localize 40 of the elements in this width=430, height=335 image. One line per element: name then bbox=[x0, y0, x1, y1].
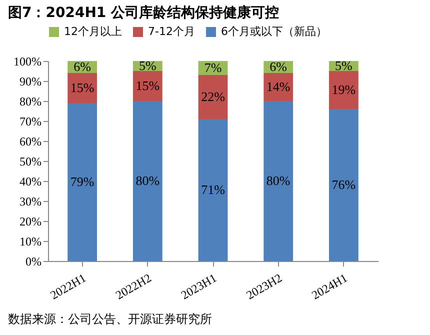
data-label: 7% bbox=[204, 60, 222, 75]
legend-label: 7-12个月 bbox=[148, 25, 195, 38]
y-tick-label: 100% bbox=[14, 54, 42, 68]
data-label: 71% bbox=[201, 182, 226, 197]
data-label: 79% bbox=[70, 174, 94, 189]
bar bbox=[132, 71, 162, 101]
y-tick-label: 40% bbox=[20, 174, 42, 188]
y-tick-label: 0% bbox=[26, 254, 42, 268]
data-label: 76% bbox=[332, 177, 356, 192]
bar bbox=[68, 103, 98, 261]
bar bbox=[198, 119, 228, 261]
data-label: 5% bbox=[335, 58, 353, 73]
legend-label: 6个月或以下（新品） bbox=[221, 25, 327, 38]
bar bbox=[328, 109, 358, 261]
data-label: 14% bbox=[266, 79, 290, 94]
data-label: 80% bbox=[136, 173, 160, 188]
bar bbox=[198, 75, 228, 119]
data-label: 22% bbox=[201, 89, 226, 104]
source-note: 数据来源：公司公告、开源证券研究所 bbox=[8, 312, 212, 326]
y-tick-label: 30% bbox=[20, 194, 42, 208]
data-label: 15% bbox=[70, 80, 94, 95]
data-label: 19% bbox=[332, 82, 356, 97]
y-tick-label: 60% bbox=[20, 134, 42, 148]
data-label: 5% bbox=[138, 58, 156, 73]
y-tick-label: 80% bbox=[20, 94, 42, 108]
y-tick-label: 10% bbox=[20, 234, 42, 248]
data-label: 80% bbox=[266, 173, 290, 188]
legend-label: 12个月以上 bbox=[64, 25, 122, 38]
y-tick-label: 50% bbox=[20, 154, 42, 168]
bar bbox=[264, 101, 294, 261]
bar bbox=[68, 73, 98, 103]
chart-title: 图7：2024H1 公司库龄结构保持健康可控 bbox=[8, 4, 280, 21]
bar bbox=[132, 101, 162, 261]
data-label: 15% bbox=[136, 78, 160, 93]
bar bbox=[328, 71, 358, 109]
y-tick-label: 20% bbox=[20, 214, 42, 228]
data-label: 6% bbox=[74, 59, 92, 74]
y-tick-label: 70% bbox=[20, 114, 42, 128]
y-tick-label: 90% bbox=[20, 74, 42, 88]
data-label: 6% bbox=[270, 59, 288, 74]
